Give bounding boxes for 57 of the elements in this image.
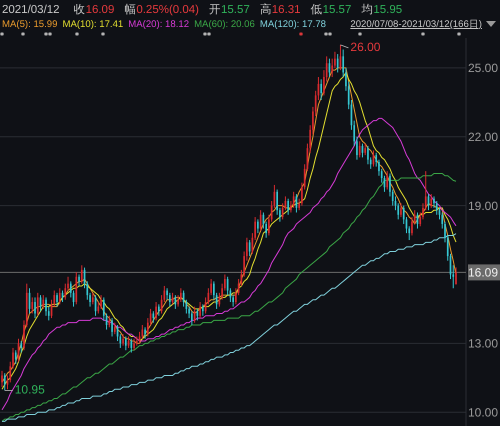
candlestick (34, 296, 36, 319)
text: MA(5): 15.99 (2, 19, 58, 30)
candlestick (40, 294, 42, 312)
candlestick (328, 58, 330, 78)
annotation: 10.95 (14, 382, 46, 396)
candlestick (78, 274, 80, 286)
candlestick (455, 266, 457, 285)
candlestick (133, 338, 135, 351)
ref-line-label: 16.09 (468, 266, 498, 280)
candlestick (18, 338, 20, 362)
text: 2020/07/08-2021/03/12(166日) (350, 19, 482, 30)
annotation: 26.00 (350, 40, 381, 54)
candlestick (400, 202, 402, 218)
y-tick-label: 13.00 (468, 336, 498, 351)
candlestick (94, 294, 96, 316)
candlestick (336, 54, 339, 73)
candlestick (340, 44, 342, 71)
candlestick (122, 334, 124, 346)
candlestick (196, 308, 198, 321)
y-tick-label: 10.00 (468, 405, 498, 420)
text: MA(120): 17.78 (260, 19, 326, 30)
candlestick (45, 296, 47, 316)
candlestick (1, 370, 3, 388)
candlestick (155, 302, 157, 321)
candlestick (296, 194, 298, 213)
candlestick (416, 212, 418, 230)
candlestick (364, 143, 366, 156)
candlestick (144, 326, 146, 340)
y-tick-label: 19.00 (468, 198, 498, 213)
candlestick (28, 288, 30, 314)
candlestick (56, 292, 58, 308)
text: 均15.95 (360, 3, 402, 16)
text: 开15.57 (209, 3, 250, 16)
line-series (2, 172, 456, 422)
candlestick (367, 145, 369, 165)
candlestick (62, 290, 64, 303)
text: 高16.31 (260, 2, 301, 16)
text: 收16.09 (74, 3, 114, 16)
candlestick (199, 302, 201, 319)
candlestick (428, 194, 430, 211)
chart-title: 2021/03/12 (2, 4, 60, 16)
candlestick (100, 294, 102, 310)
y-tick-label: 25.00 (468, 61, 498, 76)
candlestick (128, 336, 130, 348)
candlestick (372, 150, 374, 168)
text: MA(60): 20.06 (194, 19, 255, 30)
candlestick (194, 306, 196, 324)
text: 低15.57 (310, 3, 352, 16)
candlestick (111, 318, 113, 337)
text: 幅0.25%(0.04) (124, 3, 200, 16)
text: MA(20): 18.12 (128, 19, 190, 30)
text: MA(10): 17.41 (62, 19, 124, 30)
candlestick (362, 143, 364, 158)
line-series (2, 118, 456, 410)
candlestick (172, 292, 174, 305)
candlestick (136, 336, 138, 346)
y-tick-label: 22.00 (468, 130, 498, 144)
